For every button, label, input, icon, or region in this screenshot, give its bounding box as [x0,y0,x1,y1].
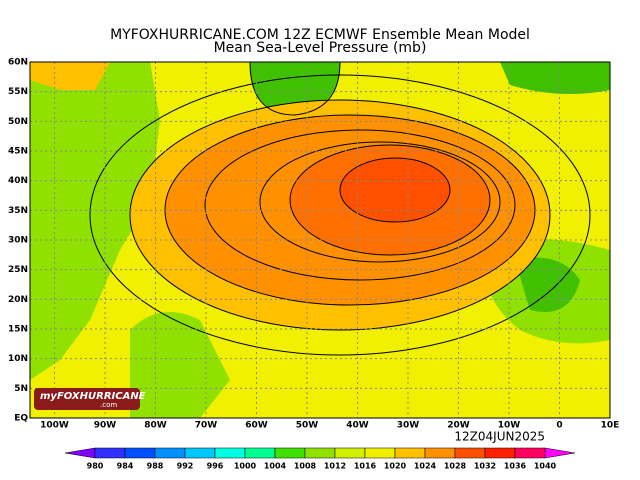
colorbar-box [454,447,486,459]
map-area [30,62,610,418]
colorbar-box [154,447,186,459]
lat-label: 45N [8,147,28,157]
colorbar-label: 1012 [324,462,346,471]
colorbar-box [424,447,456,459]
colorbar-box [334,447,366,459]
colorbar-box [124,447,156,459]
colorbar-box [304,447,336,459]
colorbar-label: 1028 [444,462,467,471]
title: MYFOXHURRICANE.COM 12Z ECMWF Ensemble Me… [110,27,530,43]
lat-label: 20N [8,295,28,305]
lon-label: 50W [296,421,319,431]
colorbar-label: 984 [117,462,134,471]
colorbar-label: 1040 [534,462,557,471]
lat-label: 15N [8,325,28,335]
colorbar-label: 1032 [474,462,496,471]
colorbar-label: 1024 [414,462,437,471]
lat-label: 55N [8,87,28,97]
colorbar-end [544,447,576,459]
lon-label: 80W [144,421,167,431]
colorbar-label: 996 [207,462,224,471]
lon-label: 20W [447,421,470,431]
colorbar-label: 980 [87,462,104,471]
lon-label: 30W [397,421,420,431]
valid-time: 12Z04JUN2025 [454,430,545,444]
lat-label: 35N [8,206,28,216]
lat-label: 5N [14,384,28,394]
lon-label: 60W [245,421,268,431]
lon-label: 10E [601,421,620,431]
lat-label: 10N [8,354,28,364]
lat-label: 30N [8,236,28,246]
colorbar-label: 1016 [354,462,377,471]
lon-label: 90W [94,421,117,431]
lon-label: 40W [346,421,369,431]
colorbar-box [214,447,246,459]
colorbar-box [484,447,516,459]
logo-brand: myFOXHURRICANE [40,391,146,402]
lon-label: 10W [498,421,521,431]
lat-label: 40N [8,176,28,186]
colorbar-box [394,447,426,459]
lat-label: EQ [14,414,28,424]
colorbar-label: 988 [147,462,164,471]
colorbar-label: 1004 [264,462,287,471]
colorbar-label: 1000 [234,462,257,471]
colorbar-box [184,447,216,459]
lon-label: 100W [40,421,69,431]
map-frame [29,61,611,419]
colorbar-label: 1008 [294,462,317,471]
colorbar-box [274,447,306,459]
lon-label: 70W [195,421,218,431]
colorbar-box [364,447,396,459]
lon-label: 0 [556,421,562,431]
logo-site: .com [100,401,117,409]
colorbar-box [244,447,276,459]
colorbar-label: 1020 [384,462,407,471]
lat-label: 25N [8,265,28,275]
logo: myFOXHURRICANE .com [34,388,146,410]
colorbar-label: 1036 [504,462,527,471]
colorbar-label: 992 [177,462,194,471]
colorbar-box [514,447,546,459]
subtitle: Mean Sea-Level Pressure (mb) [214,40,427,56]
colorbar-end [64,447,96,459]
colorbar-box [94,447,126,459]
lat-label: 50N [8,117,28,127]
lat-label: 60N [8,58,28,68]
